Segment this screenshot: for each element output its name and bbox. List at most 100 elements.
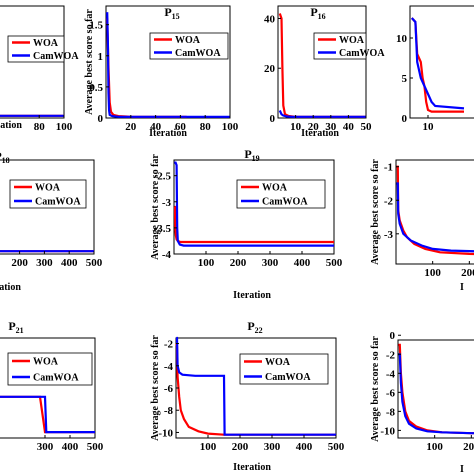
y-tick-label: -8 <box>386 406 396 418</box>
x-axis-label: I <box>460 464 464 474</box>
plot-area <box>395 159 474 265</box>
x-tick-label: 50 <box>361 121 373 133</box>
chart-p22: 100 200 300 400 500 -2 -4 -6 -8 -10 P22 Iteration Av… <box>150 319 345 473</box>
x-tick-label: 200 <box>463 441 474 453</box>
x-axis-label: Iteration <box>0 282 21 293</box>
y-tick-label: 0.5 <box>89 82 103 94</box>
legend-box <box>313 32 367 60</box>
plot-area <box>277 5 367 119</box>
legend-label-camwoa: CamWOA <box>175 48 221 59</box>
series-line-camwoa <box>175 336 336 436</box>
x-tick-label: 30 <box>325 121 337 133</box>
chart-p21: 300 400 500 P21 WOA CamWOA <box>0 319 104 453</box>
chart-title: P22 <box>247 319 262 335</box>
chart-p18: 200 300 400 500 P18 Iteration WOA CamWOA <box>0 149 103 293</box>
series-line-camwoa <box>106 12 230 118</box>
chart-p14: 80 100 Iteration WOA CamWOA <box>0 5 79 133</box>
x-tick-label: 400 <box>62 441 79 453</box>
x-tick-label: 100 <box>200 441 217 453</box>
legend-label-camwoa: CamWOA <box>339 48 385 59</box>
x-axis-label: Iteration <box>233 462 271 473</box>
legend-box <box>7 35 65 63</box>
x-tick-label: 100 <box>56 121 73 133</box>
legend-box <box>239 353 329 385</box>
y-tick-label: -1 <box>384 162 393 174</box>
x-tick-label: 200 <box>230 257 247 269</box>
series-line-camwoa <box>396 182 474 253</box>
y-tick-label: 0 <box>402 113 408 125</box>
chart-p19: 100 200 300 400 500 -2.5 -3 -3.5 -4 P19 Iteration A… <box>150 147 343 301</box>
x-tick-label: 300 <box>264 441 281 453</box>
y-axis-label: Average best score so far <box>370 159 381 265</box>
chart-title-subscript: 21 <box>16 326 24 335</box>
legend-box <box>7 352 93 386</box>
y-axis-label: Average best score so far <box>150 335 161 441</box>
x-tick-label: 10 <box>290 121 302 133</box>
x-tick-label: 400 <box>294 257 311 269</box>
legend-box <box>9 179 87 209</box>
legend-box <box>236 179 326 209</box>
y-tick-label: -6 <box>164 383 174 395</box>
x-tick-label: 80 <box>34 121 46 133</box>
series-line-camwoa <box>174 161 334 247</box>
y-tick-label: -3 <box>162 197 172 209</box>
y-tick-label: 20 <box>264 63 276 75</box>
legend: WOA CamWOA <box>7 35 79 63</box>
legend: WOA CamWOA <box>7 352 93 386</box>
chart-title-subscript: 16 <box>318 12 326 21</box>
y-tick-label: -3 <box>384 229 394 241</box>
y-tick-label: -2 <box>164 339 174 351</box>
plot-area <box>105 5 231 119</box>
legend-label-woa: WOA <box>35 183 61 194</box>
x-tick-label: 80 <box>200 121 212 133</box>
x-axis-label: Iteration <box>301 128 339 139</box>
x-tick-label: 200 <box>11 257 28 269</box>
series-line-camwoa <box>278 110 366 118</box>
x-tick-label: 20 <box>125 121 137 133</box>
x-tick-label: 20 <box>308 121 320 133</box>
x-tick-label: 400 <box>296 441 313 453</box>
y-tick-label: 0 <box>390 330 396 342</box>
legend-label-camwoa: CamWOA <box>265 372 311 383</box>
y-tick-label: -2 <box>386 349 396 361</box>
y-tick-label: -2 <box>384 195 394 207</box>
x-tick-label: 100 <box>426 441 443 453</box>
y-tick-label: -10 <box>158 427 173 439</box>
legend: WOA CamWOA <box>149 32 229 60</box>
x-tick-label: 400 <box>61 257 78 269</box>
legend-label-woa: WOA <box>175 35 201 46</box>
y-tick-label: -2.5 <box>154 171 172 183</box>
series-line-camwoa <box>410 17 465 110</box>
x-tick-label: 40 <box>343 121 355 133</box>
legend-label-woa: WOA <box>262 183 288 194</box>
x-tick-label: 300 <box>37 441 54 453</box>
legend: WOA CamWOA <box>313 32 385 60</box>
chart-title-subscript: 15 <box>172 12 180 21</box>
chart-p23: 100 200 0 -2 -4 -6 -8 -10 I Average best score so… <box>370 330 474 474</box>
y-tick-label: -4 <box>162 249 172 261</box>
x-tick-label: 200 <box>461 267 474 279</box>
x-tick-label: 100 <box>198 257 215 269</box>
legend-box <box>149 32 229 60</box>
plot-area <box>175 337 337 439</box>
legend-label-woa: WOA <box>33 38 59 49</box>
y-tick-label: -4 <box>386 368 396 380</box>
x-axis-label: I <box>460 282 464 293</box>
y-tick-label: 10 <box>396 33 408 45</box>
chart-title-subscript: 18 <box>2 156 10 165</box>
x-axis-label: Iteration <box>149 128 187 139</box>
legend-label-camwoa: CamWOA <box>33 373 79 384</box>
legend-label-camwoa: CamWOA <box>35 197 81 208</box>
legend: WOA CamWOA <box>239 353 329 385</box>
y-tick-label: 0 <box>98 113 104 125</box>
x-tick-label: 500 <box>86 257 103 269</box>
y-tick-label: -4 <box>164 361 174 373</box>
x-tick-label: 10 <box>423 121 435 133</box>
y-axis-label: Average best score so far <box>84 9 95 115</box>
x-axis-label: Iteration <box>0 120 22 131</box>
legend: WOA CamWOA <box>9 179 87 209</box>
y-tick-label: -10 <box>380 425 395 437</box>
